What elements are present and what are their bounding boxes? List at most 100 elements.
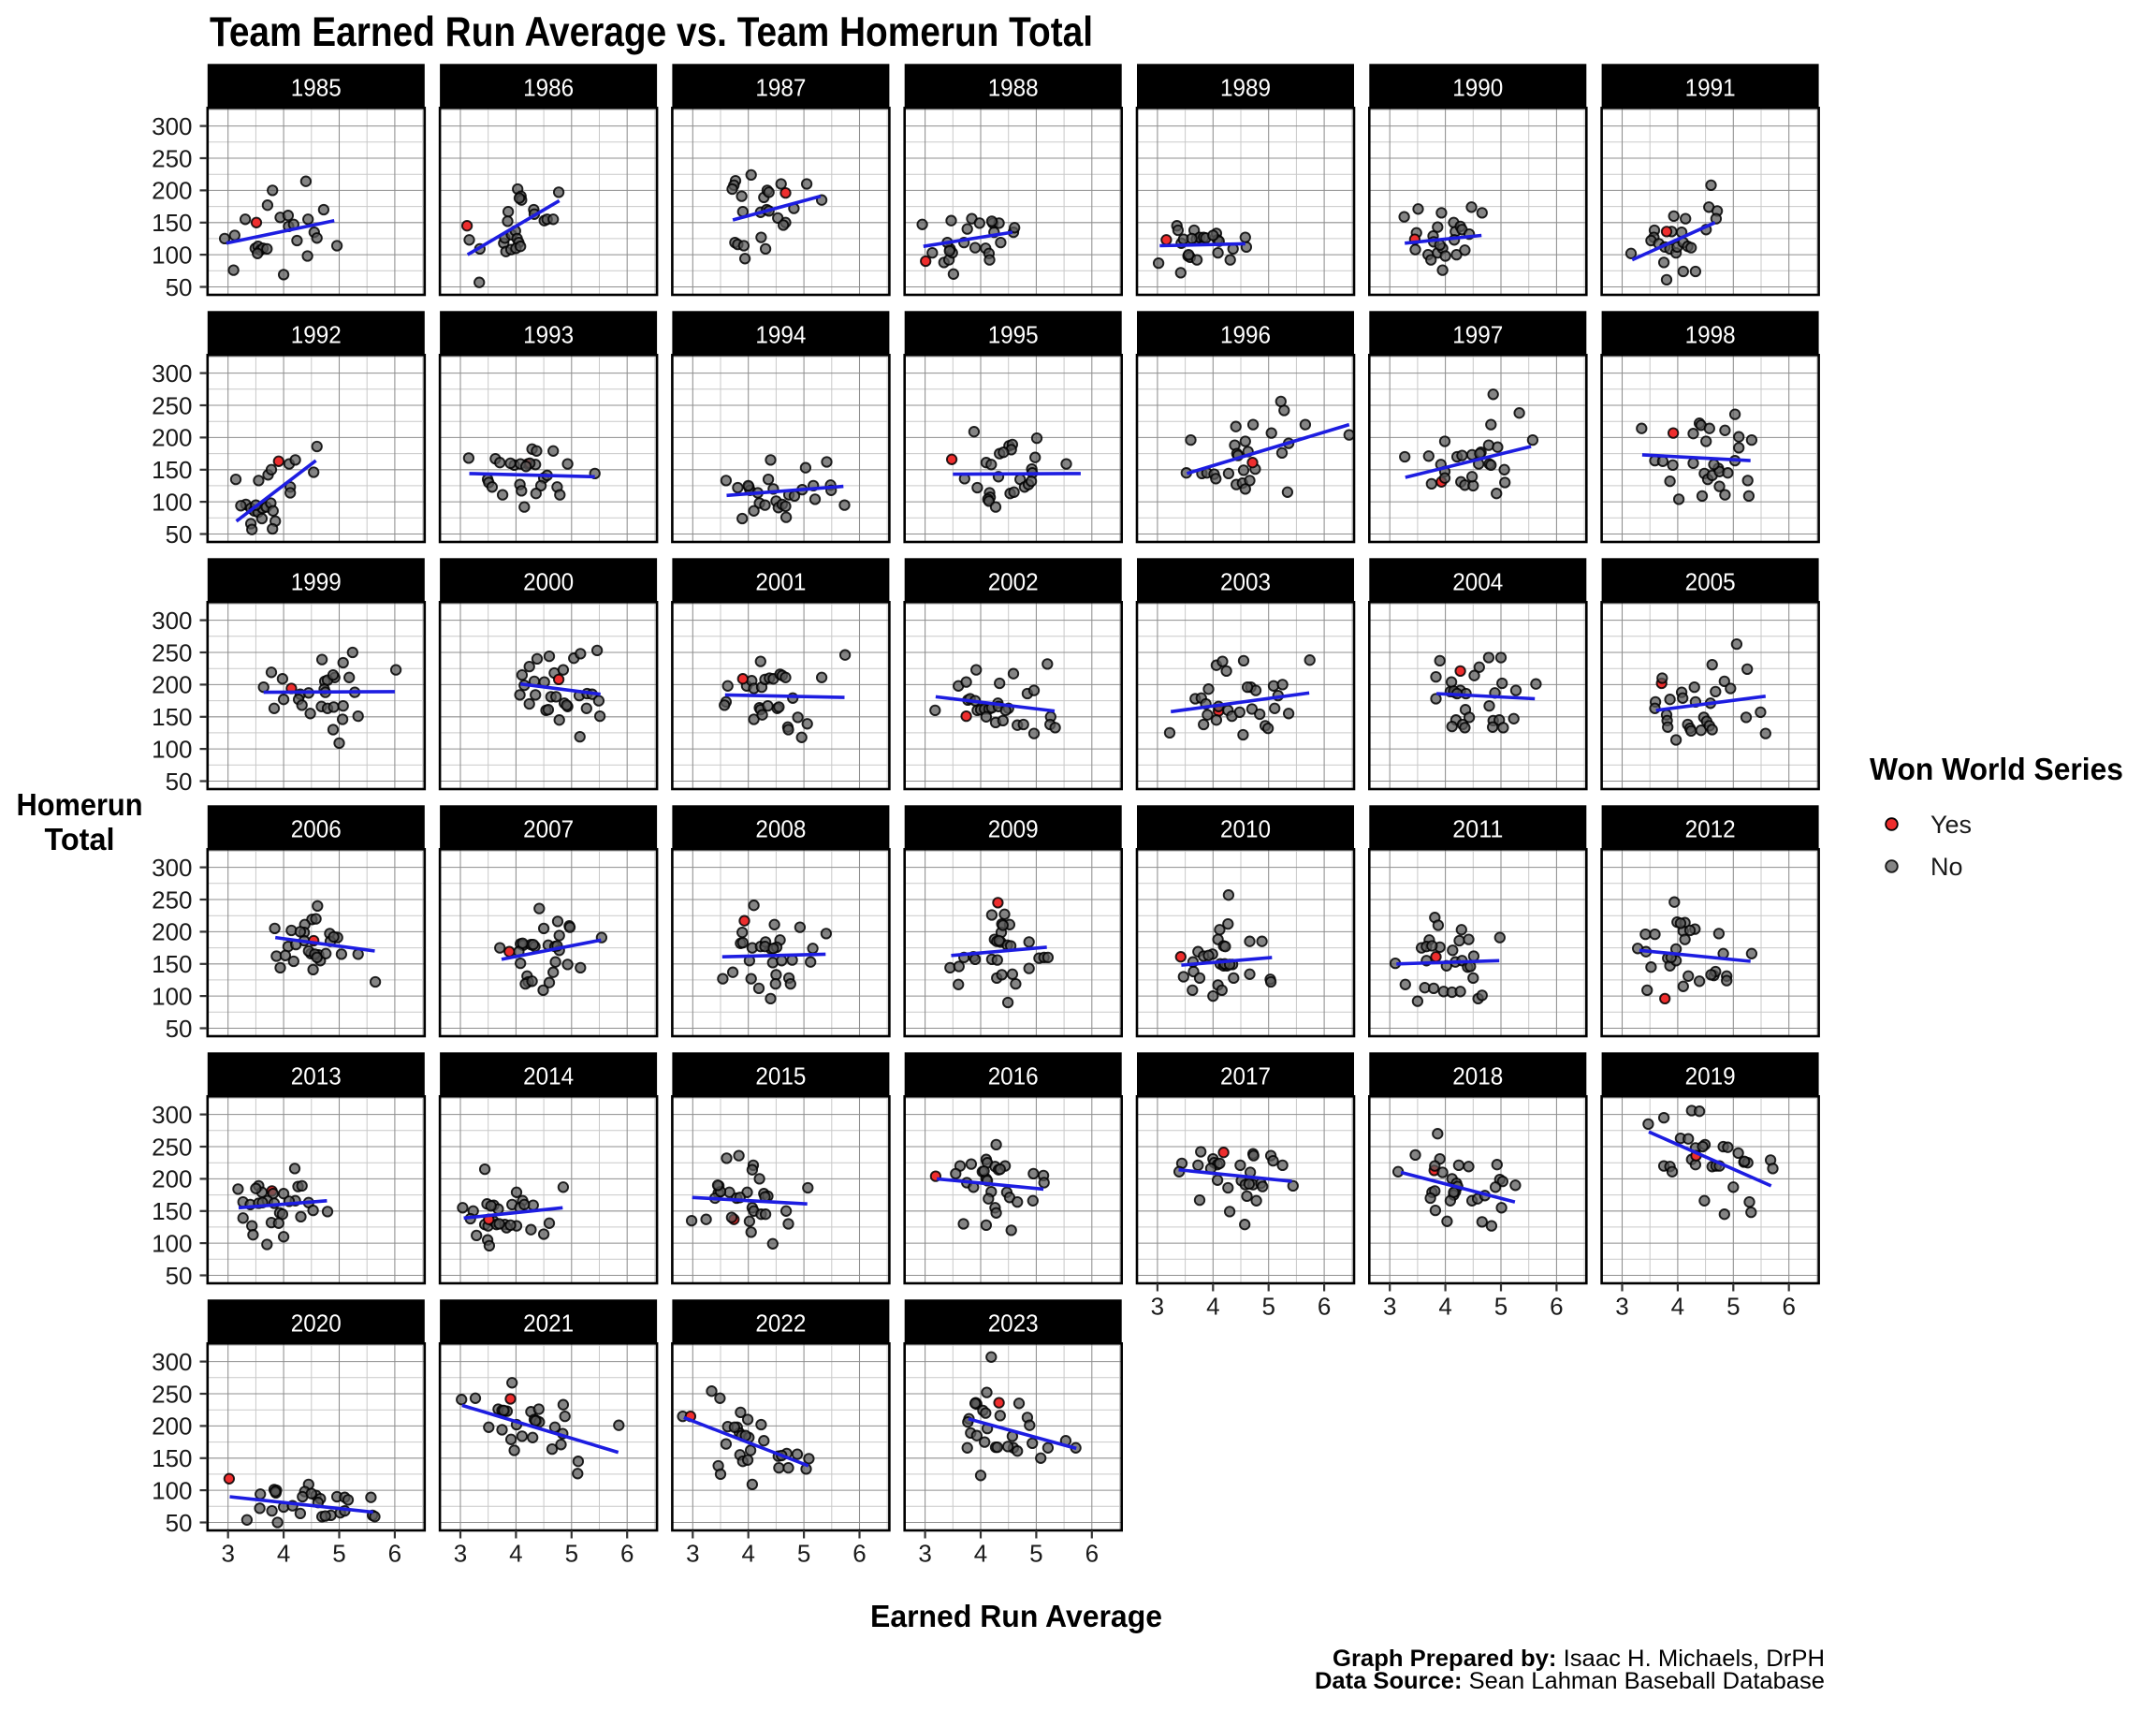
svg-text:150: 150 — [152, 209, 192, 237]
svg-text:2013: 2013 — [291, 1061, 342, 1090]
svg-text:250: 250 — [152, 638, 192, 666]
svg-text:Earned Run Average: Earned Run Average — [870, 1599, 1162, 1633]
svg-text:Homerun: Homerun — [17, 787, 143, 822]
svg-text:5: 5 — [565, 1540, 578, 1568]
svg-text:6: 6 — [1550, 1293, 1563, 1321]
svg-text:50: 50 — [166, 1509, 193, 1537]
svg-text:200: 200 — [152, 177, 192, 205]
svg-text:2009: 2009 — [988, 814, 1039, 842]
svg-text:250: 250 — [152, 1133, 192, 1161]
svg-text:3: 3 — [686, 1540, 699, 1568]
svg-text:100: 100 — [152, 1476, 192, 1504]
svg-text:4: 4 — [1438, 1293, 1451, 1321]
svg-text:2021: 2021 — [523, 1309, 574, 1337]
svg-text:150: 150 — [152, 1444, 192, 1472]
svg-text:Won World Series: Won World Series — [1870, 752, 2123, 786]
svg-text:2001: 2001 — [755, 567, 806, 595]
svg-text:1988: 1988 — [988, 73, 1039, 101]
svg-text:3: 3 — [454, 1540, 467, 1568]
svg-text:Data Source: Sean Lahman Baseb: Data Source: Sean Lahman Baseball Databa… — [1315, 1668, 1825, 1694]
svg-text:300: 300 — [152, 359, 192, 388]
svg-text:2015: 2015 — [755, 1061, 806, 1090]
svg-text:50: 50 — [166, 1262, 193, 1290]
svg-text:2017: 2017 — [1220, 1061, 1271, 1090]
svg-text:2007: 2007 — [523, 814, 574, 842]
svg-text:200: 200 — [152, 1165, 192, 1193]
svg-text:200: 200 — [152, 671, 192, 699]
svg-text:3: 3 — [1383, 1293, 1396, 1321]
svg-text:2002: 2002 — [988, 567, 1039, 595]
svg-text:3: 3 — [918, 1540, 931, 1568]
svg-text:300: 300 — [152, 1101, 192, 1129]
svg-text:4: 4 — [741, 1540, 754, 1568]
svg-text:5: 5 — [1726, 1293, 1740, 1321]
svg-text:2023: 2023 — [988, 1309, 1039, 1337]
svg-text:6: 6 — [1085, 1540, 1099, 1568]
svg-text:5: 5 — [1494, 1293, 1508, 1321]
svg-text:6: 6 — [388, 1540, 401, 1568]
svg-text:3: 3 — [1151, 1293, 1164, 1321]
svg-text:4: 4 — [509, 1540, 522, 1568]
svg-text:6: 6 — [852, 1540, 866, 1568]
svg-text:250: 250 — [152, 885, 192, 914]
svg-text:1987: 1987 — [755, 73, 806, 101]
svg-text:150: 150 — [152, 456, 192, 484]
svg-text:250: 250 — [152, 391, 192, 419]
svg-text:4: 4 — [1206, 1293, 1219, 1321]
svg-text:300: 300 — [152, 1348, 192, 1376]
svg-text:200: 200 — [152, 424, 192, 452]
svg-text:1985: 1985 — [291, 73, 342, 101]
svg-text:1995: 1995 — [988, 320, 1039, 348]
svg-text:100: 100 — [152, 735, 192, 763]
svg-text:1994: 1994 — [755, 320, 806, 348]
svg-text:2000: 2000 — [523, 567, 574, 595]
svg-text:5: 5 — [332, 1540, 345, 1568]
svg-text:1993: 1993 — [523, 320, 574, 348]
svg-text:1991: 1991 — [1685, 73, 1736, 101]
svg-text:50: 50 — [166, 520, 193, 549]
svg-text:Total: Total — [45, 822, 115, 856]
svg-text:100: 100 — [152, 982, 192, 1010]
svg-text:2012: 2012 — [1685, 814, 1736, 842]
svg-text:4: 4 — [277, 1540, 290, 1568]
svg-text:2010: 2010 — [1220, 814, 1271, 842]
svg-text:2003: 2003 — [1220, 567, 1271, 595]
svg-text:2016: 2016 — [988, 1061, 1039, 1090]
svg-text:250: 250 — [152, 144, 192, 172]
svg-text:1992: 1992 — [291, 320, 342, 348]
svg-text:1989: 1989 — [1220, 73, 1271, 101]
svg-text:3: 3 — [221, 1540, 234, 1568]
svg-text:4: 4 — [1671, 1293, 1684, 1321]
svg-text:1986: 1986 — [523, 73, 574, 101]
svg-text:6: 6 — [1318, 1293, 1331, 1321]
svg-text:Graph Prepared by: Isaac H. Mi: Graph Prepared by: Isaac H. Michaels, Dr… — [1333, 1646, 1825, 1672]
svg-text:200: 200 — [152, 918, 192, 946]
svg-text:1996: 1996 — [1220, 320, 1271, 348]
svg-text:200: 200 — [152, 1412, 192, 1441]
svg-text:2014: 2014 — [523, 1061, 574, 1090]
svg-text:300: 300 — [152, 607, 192, 635]
svg-text:2006: 2006 — [291, 814, 342, 842]
svg-text:150: 150 — [152, 950, 192, 978]
svg-text:2020: 2020 — [291, 1309, 342, 1337]
svg-text:6: 6 — [1782, 1293, 1795, 1321]
svg-text:2011: 2011 — [1452, 814, 1503, 842]
svg-text:5: 5 — [797, 1540, 810, 1568]
svg-text:1990: 1990 — [1452, 73, 1503, 101]
svg-text:3: 3 — [1615, 1293, 1628, 1321]
svg-text:5: 5 — [1029, 1540, 1042, 1568]
svg-text:100: 100 — [152, 488, 192, 516]
svg-text:100: 100 — [152, 1229, 192, 1257]
svg-text:2005: 2005 — [1685, 567, 1736, 595]
svg-text:Team Earned Run Average vs. Te: Team Earned Run Average vs. Team Homerun… — [210, 9, 1093, 55]
svg-text:No: No — [1930, 853, 1963, 881]
svg-text:150: 150 — [152, 1197, 192, 1225]
svg-text:50: 50 — [166, 1015, 193, 1043]
svg-text:300: 300 — [152, 854, 192, 882]
svg-text:50: 50 — [166, 768, 193, 796]
svg-text:2018: 2018 — [1452, 1061, 1503, 1090]
svg-text:250: 250 — [152, 1380, 192, 1408]
svg-text:Yes: Yes — [1930, 811, 1972, 839]
svg-text:100: 100 — [152, 241, 192, 269]
svg-text:5: 5 — [1261, 1293, 1275, 1321]
